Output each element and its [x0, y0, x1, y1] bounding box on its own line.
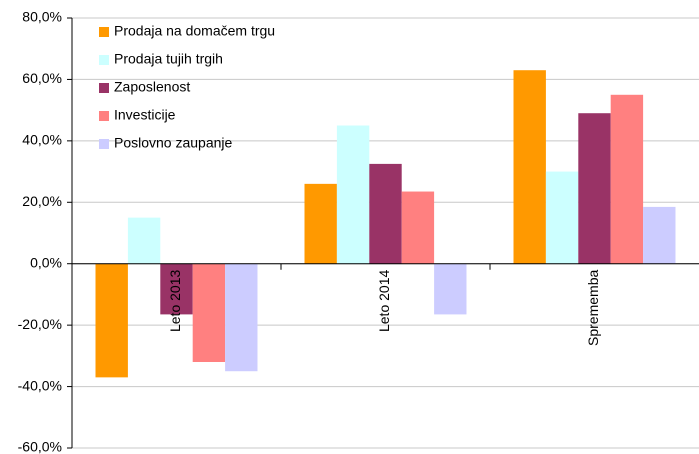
legend-swatch [99, 55, 109, 65]
bar [95, 263, 128, 378]
bar [225, 263, 258, 372]
y-tick-label: -20,0% [18, 316, 62, 332]
bar [336, 125, 370, 264]
legend-swatch [99, 111, 109, 121]
bar [513, 70, 546, 264]
y-tick-label: 20,0% [22, 193, 62, 209]
bar [434, 263, 467, 315]
bar [643, 206, 676, 264]
legend-label: Prodaja tujih trgih [114, 51, 223, 67]
x-tick-label: Sprememba [585, 270, 601, 346]
x-tick-label: Leto 2014 [376, 270, 392, 332]
bar [401, 191, 435, 264]
bar [192, 263, 226, 362]
bar [369, 163, 402, 264]
y-tick-label: -60,0% [18, 439, 62, 454]
bar [545, 171, 579, 264]
y-tick-label: 40,0% [22, 132, 62, 148]
legend-label: Poslovno zaupanje [114, 135, 233, 151]
bar [127, 217, 161, 264]
x-tick-label: Leto 2013 [167, 270, 183, 332]
y-tick-label: 0,0% [30, 254, 62, 270]
y-tick-label: -40,0% [18, 377, 62, 393]
y-tick-label: 60,0% [22, 70, 62, 86]
legend-label: Zaposlenost [114, 79, 190, 95]
bar [304, 183, 337, 264]
legend-swatch [99, 27, 109, 37]
bar [160, 263, 193, 315]
bar [610, 94, 644, 264]
legend-swatch [99, 139, 109, 149]
bar [578, 113, 611, 264]
legend-label: Investicije [114, 107, 176, 123]
legend-swatch [99, 83, 109, 93]
y-tick-label: 80,0% [22, 9, 62, 25]
legend-label: Prodaja na domačem trgu [114, 23, 275, 39]
